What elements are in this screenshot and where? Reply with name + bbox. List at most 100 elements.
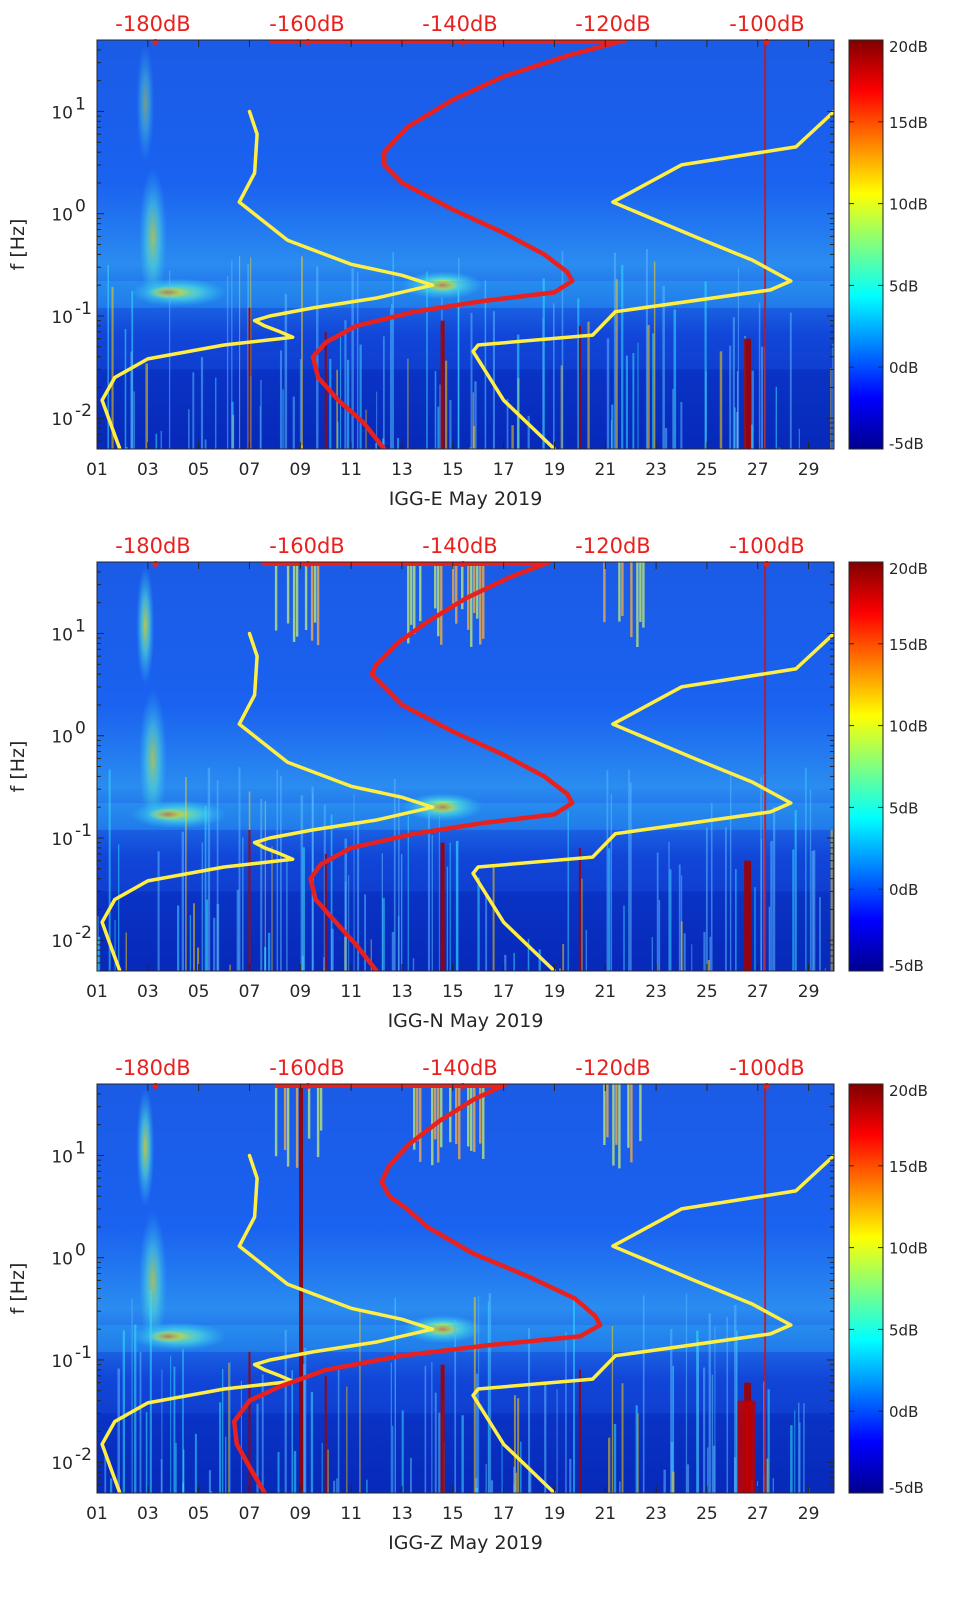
colorbar-tick-label: 5dB: [889, 277, 918, 295]
top-db-label: -160dB: [269, 534, 344, 558]
y-tick-exponent: -1: [75, 1343, 92, 1363]
colorbar-tick-label: 10dB: [889, 1240, 928, 1258]
x-tick-label: 05: [188, 982, 210, 1002]
x-tick-label: 05: [188, 460, 210, 480]
colorbar-tick-label: -5dB: [889, 1479, 924, 1497]
colorbar-tick-label: 15dB: [889, 636, 928, 654]
colorbar-tick-label: 15dB: [889, 1158, 928, 1176]
x-tick-label: 07: [239, 1504, 261, 1524]
x-tick-label: 05: [188, 1504, 210, 1524]
y-axis-label: f [Hz]: [7, 219, 29, 271]
top-db-label: -100dB: [729, 12, 804, 36]
y-tick-label: 10: [51, 206, 73, 226]
top-db-label: -160dB: [269, 12, 344, 36]
y-axis-label: f [Hz]: [7, 741, 29, 793]
noise-model-curve-1-1: [471, 109, 834, 449]
y-tick-label: 10: [51, 625, 73, 645]
colorbar-tick-label: 0dB: [889, 1403, 918, 1421]
x-tick-label: 03: [137, 982, 159, 1002]
x-tick-label: 23: [645, 982, 667, 1002]
top-db-label: -180dB: [115, 12, 190, 36]
sensor-noise-curve-1-2: [310, 40, 628, 449]
x-tick-label: 27: [747, 460, 769, 480]
colorbar-1: 20dB 15dB 10dB 5dB 0dB -5dB: [848, 38, 928, 453]
x-tick-label: 29: [798, 460, 820, 480]
top-db-label: -180dB: [115, 1056, 190, 1080]
x-axis-label: IGG-N May 2019: [388, 1010, 544, 1032]
top-db-label: -120dB: [575, 534, 650, 558]
x-tick-label: 19: [544, 982, 566, 1002]
y-tick-label: 10: [51, 410, 73, 430]
spectrogram-2: [97, 562, 834, 971]
spectrogram-3: [97, 1084, 834, 1493]
colorbar-tick-label: 20dB: [889, 1082, 928, 1100]
x-tick-label: 11: [340, 1504, 362, 1524]
y-tick-exponent: 0: [75, 197, 86, 217]
x-tick-label: 07: [239, 982, 261, 1002]
colorbar-tick-label: -5dB: [889, 957, 924, 975]
x-tick-label: 21: [594, 460, 616, 480]
x-tick-label: 01: [86, 1504, 108, 1524]
colorbar-tick-label: 5dB: [889, 1321, 918, 1339]
y-tick-exponent: 0: [75, 1241, 86, 1261]
y-tick-label: 10: [51, 103, 73, 123]
x-tick-label: 25: [696, 460, 718, 480]
x-tick-label: 23: [645, 460, 667, 480]
y-tick-exponent: 1: [75, 94, 86, 114]
x-tick-label: 19: [544, 1504, 566, 1524]
x-tick-label: 25: [696, 982, 718, 1002]
y-tick-label: 10: [51, 308, 73, 328]
y-tick-label: 10: [51, 1352, 73, 1372]
x-tick-label: 21: [594, 982, 616, 1002]
y-tick-exponent: 0: [75, 719, 86, 739]
top-db-label: -120dB: [575, 12, 650, 36]
x-tick-label: 09: [289, 982, 311, 1002]
noise-model-curve-3-1: [471, 1153, 834, 1493]
y-tick-exponent: -2: [75, 1445, 92, 1465]
y-tick-label: 10: [51, 1147, 73, 1167]
x-tick-label: 01: [86, 460, 108, 480]
x-tick-label: 21: [594, 1504, 616, 1524]
x-tick-label: 15: [442, 460, 464, 480]
top-db-label: -100dB: [729, 534, 804, 558]
x-axis-label: IGG-Z May 2019: [388, 1532, 543, 1554]
x-tick-label: 19: [544, 460, 566, 480]
noise-model-curve-3-0: [100, 1153, 435, 1493]
colorbar-tick-label: 0dB: [889, 881, 918, 899]
x-axis-label: IGG-E May 2019: [389, 488, 543, 510]
x-tick-label: 15: [442, 1504, 464, 1524]
x-tick-label: 17: [493, 982, 515, 1002]
x-tick-label: 29: [798, 982, 820, 1002]
y-tick-exponent: -2: [75, 401, 92, 421]
x-tick-label: 15: [442, 982, 464, 1002]
top-db-label: -100dB: [729, 1056, 804, 1080]
y-tick-exponent: -2: [75, 923, 92, 943]
colorbar-tick-label: 15dB: [889, 114, 928, 132]
noise-model-curve-2-1: [471, 631, 834, 971]
y-tick-exponent: -1: [75, 299, 92, 319]
spectrogram-1: [97, 40, 834, 449]
x-tick-label: 29: [798, 1504, 820, 1524]
colorbar-2: 20dB 15dB 10dB 5dB 0dB -5dB: [848, 560, 928, 975]
y-tick-exponent: -1: [75, 821, 92, 841]
y-tick-label: 10: [51, 728, 73, 748]
x-tick-label: 03: [137, 460, 159, 480]
top-db-label: -160dB: [269, 1056, 344, 1080]
top-db-label: -180dB: [115, 534, 190, 558]
y-tick-label: 10: [51, 1250, 73, 1270]
x-tick-label: 13: [391, 982, 413, 1002]
y-tick-exponent: 1: [75, 1138, 86, 1158]
y-tick-label: 10: [51, 1454, 73, 1474]
colorbar-tick-label: 20dB: [889, 560, 928, 578]
y-tick-exponent: 1: [75, 616, 86, 636]
top-db-label: -140dB: [422, 1056, 497, 1080]
y-tick-label: 10: [51, 932, 73, 952]
top-db-label: -120dB: [575, 1056, 650, 1080]
colorbar-tick-label: 5dB: [889, 799, 918, 817]
x-tick-label: 11: [340, 982, 362, 1002]
noise-model-curve-1-0: [100, 109, 435, 449]
x-tick-label: 17: [493, 460, 515, 480]
colorbar-tick-label: -5dB: [889, 435, 924, 453]
